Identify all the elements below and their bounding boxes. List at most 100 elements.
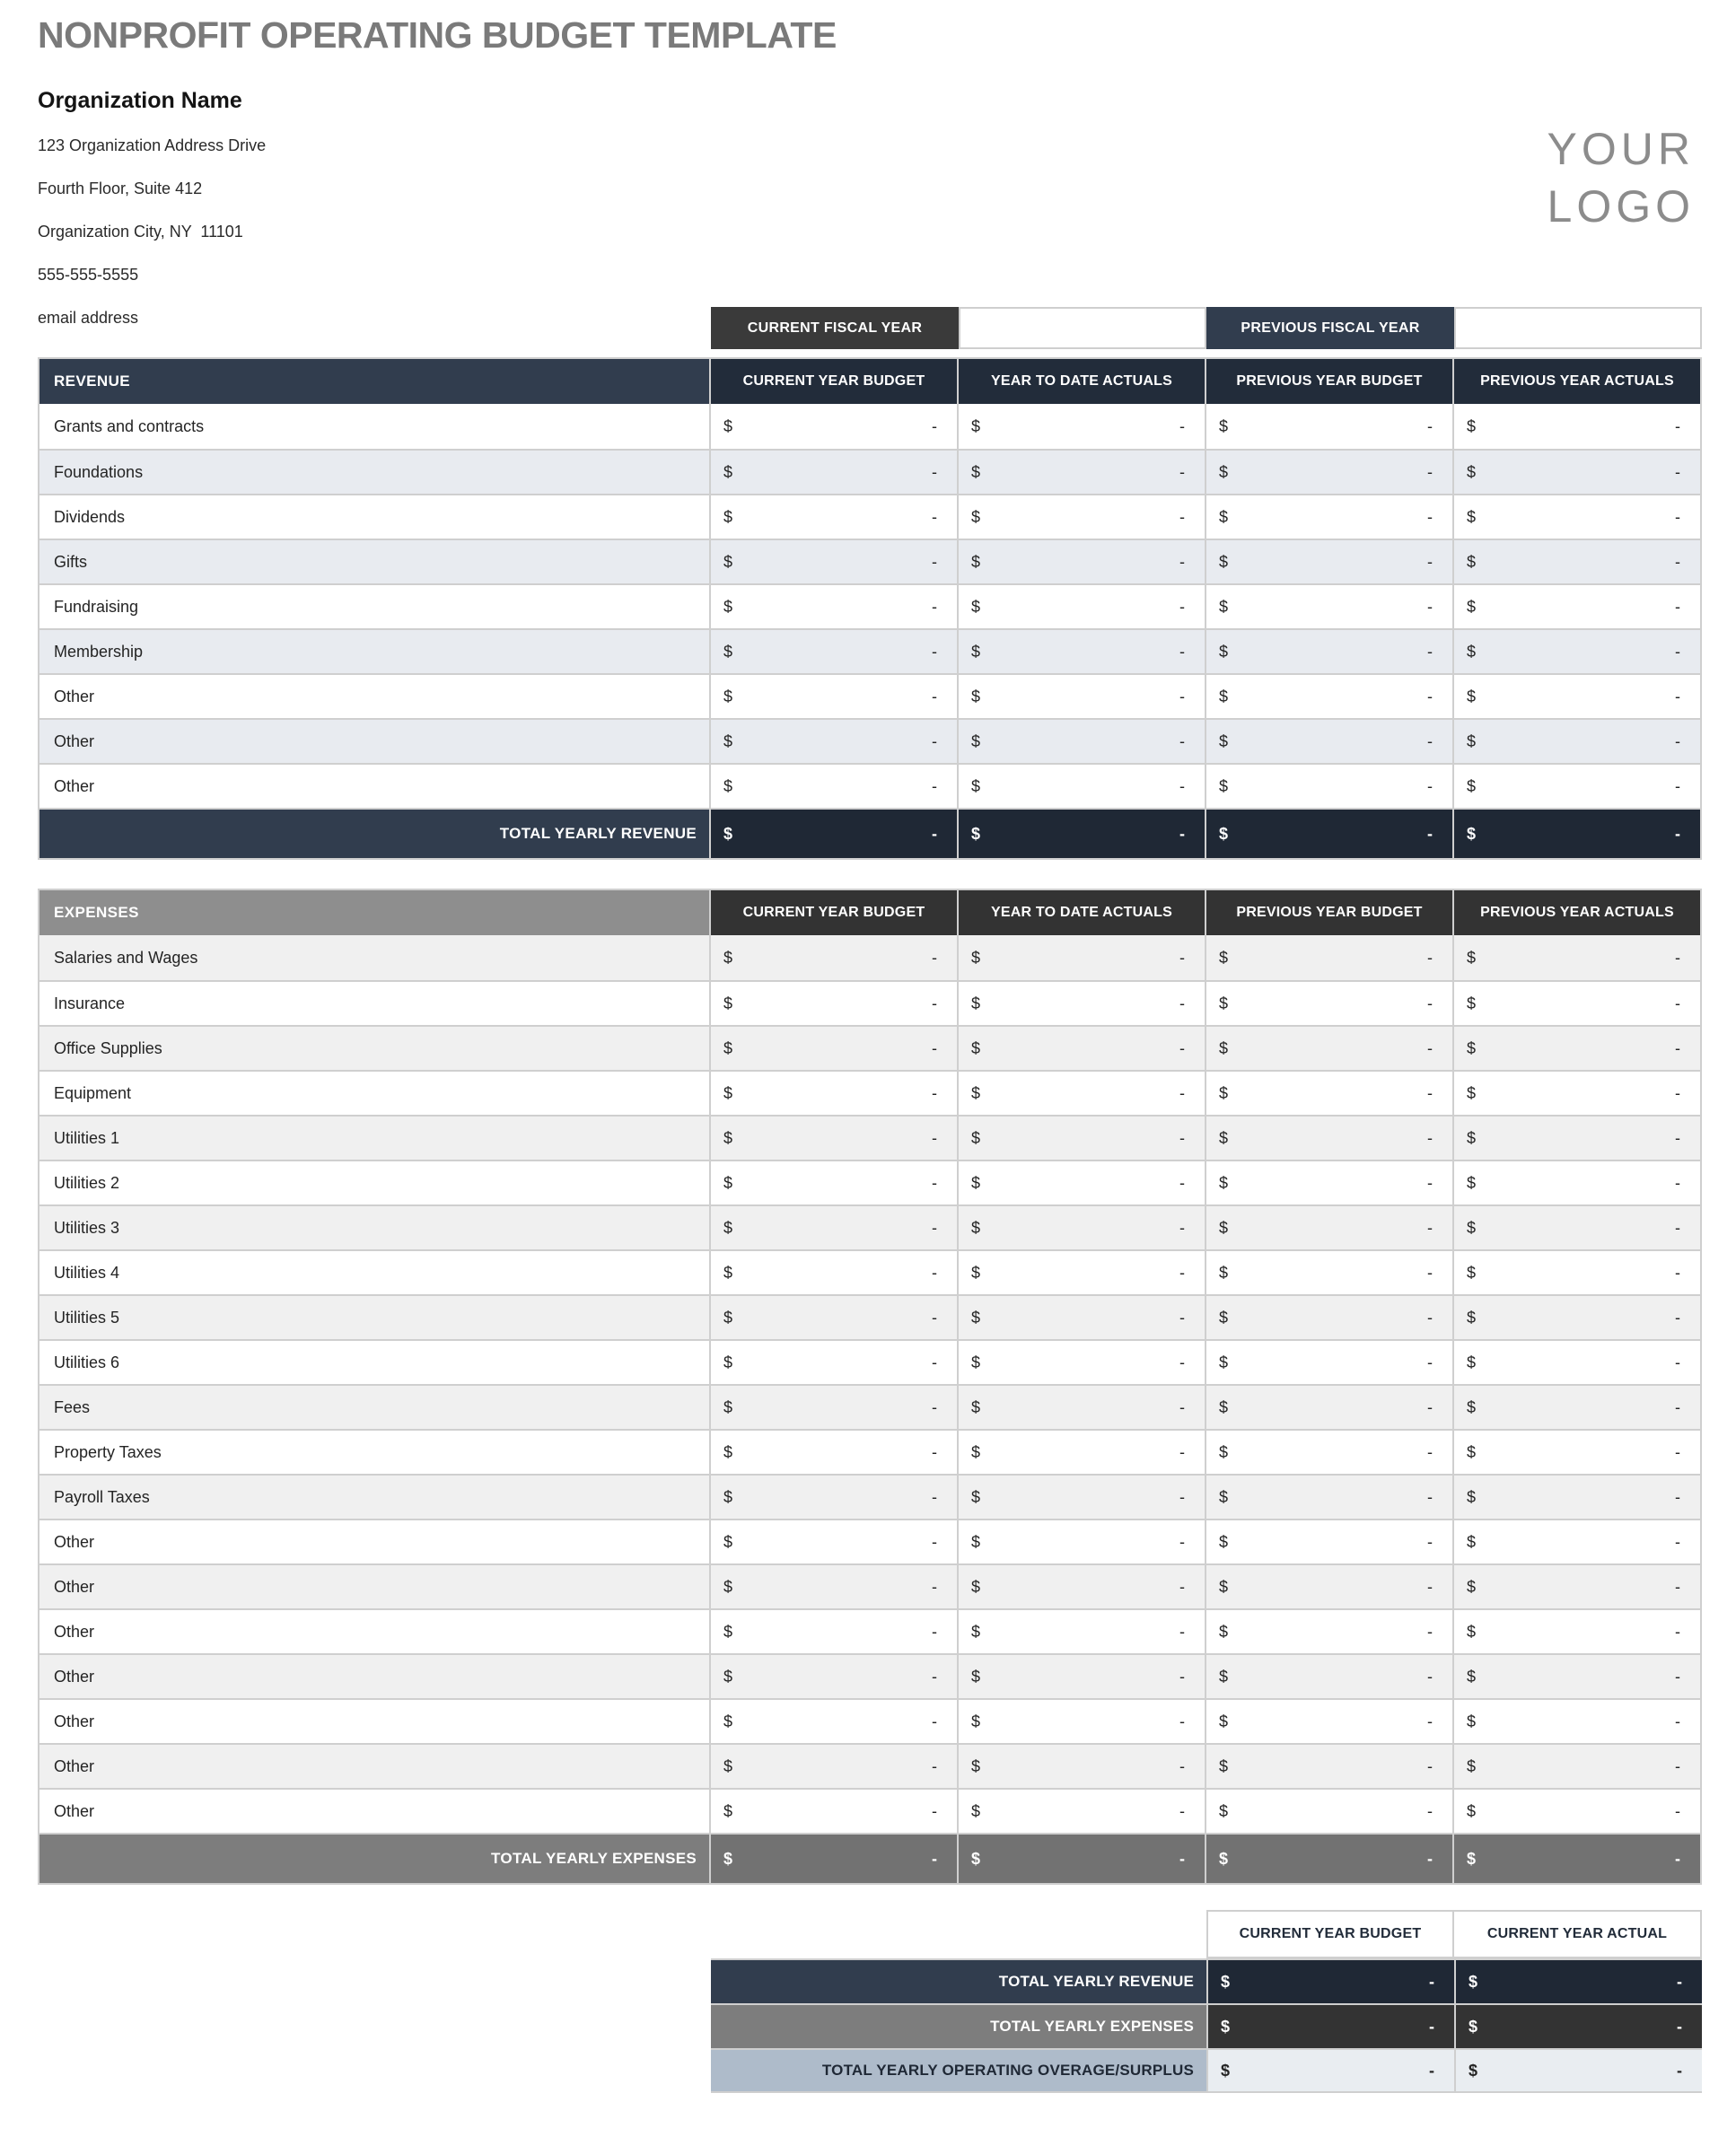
amount-cell[interactable]: $ - (1452, 1206, 1700, 1249)
row-label[interactable]: Insurance (54, 994, 126, 1012)
amount-cell[interactable]: $ - (1452, 675, 1700, 718)
amount-cell[interactable]: $ - (1205, 1520, 1452, 1563)
amount-cell[interactable]: $ - (709, 495, 957, 539)
amount-cell[interactable]: $ - (1452, 1745, 1700, 1788)
amount-cell[interactable]: $ - (1452, 1251, 1700, 1294)
amount-cell[interactable]: $ - (1452, 1161, 1700, 1204)
amount-cell[interactable]: $ - (1205, 1117, 1452, 1160)
amount-cell[interactable]: $ - (709, 1027, 957, 1070)
amount-cell[interactable]: $ - (709, 1296, 957, 1339)
amount-cell[interactable]: $ - (1205, 935, 1452, 980)
amount-cell[interactable]: $ - (709, 1386, 957, 1429)
amount-cell[interactable]: $ - (957, 1296, 1205, 1339)
amount-cell[interactable]: $ - (709, 1431, 957, 1474)
row-label[interactable]: Other (54, 731, 95, 750)
amount-cell[interactable]: $ - (1452, 1386, 1700, 1429)
row-label[interactable]: Other (54, 1801, 95, 1820)
amount-cell[interactable]: $ - (957, 1520, 1205, 1563)
amount-cell[interactable]: $ - (1205, 404, 1452, 449)
amount-cell[interactable]: $ - (709, 1161, 957, 1204)
amount-cell[interactable]: $ - (1205, 585, 1452, 628)
amount-cell[interactable]: $ - (1205, 540, 1452, 583)
row-label[interactable]: Fundraising (54, 597, 139, 616)
amount-cell[interactable]: $ - (709, 1072, 957, 1115)
amount-cell[interactable]: $ - (1452, 1610, 1700, 1653)
current-fiscal-year-input[interactable] (959, 307, 1206, 349)
amount-cell[interactable]: $ - (709, 765, 957, 808)
amount-cell[interactable]: $ - (957, 1251, 1205, 1294)
amount-cell[interactable]: $ - (1452, 1565, 1700, 1608)
amount-cell[interactable]: $ - (709, 1655, 957, 1698)
amount-cell[interactable]: $ - (957, 1027, 1205, 1070)
amount-cell[interactable]: $ - (1205, 675, 1452, 718)
amount-cell[interactable]: $ - (957, 1476, 1205, 1519)
amount-cell[interactable]: $ - (709, 675, 957, 718)
amount-cell[interactable]: $ - (1452, 1700, 1700, 1743)
amount-cell[interactable]: $ - (957, 451, 1205, 494)
amount-cell[interactable]: $ - (957, 1161, 1205, 1204)
amount-cell[interactable]: $ - (709, 540, 957, 583)
row-label[interactable]: Fees (54, 1397, 91, 1416)
amount-cell[interactable]: $ - (1205, 495, 1452, 539)
amount-cell[interactable]: $ - (709, 1565, 957, 1608)
row-label[interactable]: Membership (54, 642, 144, 661)
amount-cell[interactable]: $ - (1452, 1027, 1700, 1070)
amount-cell[interactable]: $ - (1452, 404, 1700, 449)
amount-cell[interactable]: $ - (709, 1206, 957, 1249)
amount-cell[interactable]: $ - (1205, 1476, 1452, 1519)
amount-cell[interactable]: $ - (957, 1565, 1205, 1608)
amount-cell[interactable]: $ - (1452, 1476, 1700, 1519)
amount-cell[interactable]: $ - (1205, 1251, 1452, 1294)
row-label[interactable]: Utilities 4 (54, 1263, 120, 1282)
amount-cell[interactable]: $ - (1205, 982, 1452, 1025)
amount-cell[interactable]: $ - (1452, 585, 1700, 628)
amount-cell[interactable]: $ - (957, 404, 1205, 449)
amount-cell[interactable]: $ - (1205, 720, 1452, 763)
row-label[interactable]: Other (54, 1712, 95, 1730)
amount-cell[interactable]: $ - (957, 1206, 1205, 1249)
amount-cell[interactable]: $ - (957, 495, 1205, 539)
amount-cell[interactable]: $ - (1205, 1296, 1452, 1339)
amount-cell[interactable]: $ - (957, 1610, 1205, 1653)
row-label[interactable]: Dividends (54, 507, 126, 526)
row-label[interactable]: Foundations (54, 462, 144, 481)
amount-cell[interactable]: $ - (1205, 1027, 1452, 1070)
amount-cell[interactable]: $ - (709, 1610, 957, 1653)
amount-cell[interactable]: $ - (957, 1117, 1205, 1160)
amount-cell[interactable]: $ - (709, 1790, 957, 1833)
amount-cell[interactable]: $ - (1452, 451, 1700, 494)
amount-cell[interactable]: $ - (1452, 1117, 1700, 1160)
amount-cell[interactable]: $ - (957, 1072, 1205, 1115)
amount-cell[interactable]: $ - (957, 982, 1205, 1025)
amount-cell[interactable]: $ - (957, 630, 1205, 673)
amount-cell[interactable]: $ - (709, 935, 957, 980)
row-label[interactable]: Utilities 3 (54, 1218, 120, 1237)
amount-cell[interactable]: $ - (957, 935, 1205, 980)
amount-cell[interactable]: $ - (709, 451, 957, 494)
amount-cell[interactable]: $ - (957, 1745, 1205, 1788)
row-label[interactable]: Other (54, 687, 95, 705)
amount-cell[interactable]: $ - (1205, 451, 1452, 494)
amount-cell[interactable]: $ - (1452, 540, 1700, 583)
amount-cell[interactable]: $ - (1205, 1072, 1452, 1115)
amount-cell[interactable]: $ - (1205, 1745, 1452, 1788)
row-label[interactable]: Gifts (54, 552, 88, 571)
amount-cell[interactable]: $ - (1452, 1431, 1700, 1474)
amount-cell[interactable]: $ - (709, 1117, 957, 1160)
row-label[interactable]: Other (54, 776, 95, 795)
amount-cell[interactable]: $ - (1205, 1655, 1452, 1698)
amount-cell[interactable]: $ - (1205, 1565, 1452, 1608)
row-label[interactable]: Utilities 6 (54, 1353, 120, 1371)
amount-cell[interactable]: $ - (1452, 1790, 1700, 1833)
amount-cell[interactable]: $ - (1452, 1655, 1700, 1698)
amount-cell[interactable]: $ - (1205, 1700, 1452, 1743)
amount-cell[interactable]: $ - (709, 1745, 957, 1788)
amount-cell[interactable]: $ - (957, 585, 1205, 628)
amount-cell[interactable]: $ - (709, 1341, 957, 1384)
amount-cell[interactable]: $ - (709, 1251, 957, 1294)
amount-cell[interactable]: $ - (1205, 630, 1452, 673)
amount-cell[interactable]: $ - (709, 404, 957, 449)
amount-cell[interactable]: $ - (709, 1520, 957, 1563)
amount-cell[interactable]: $ - (1205, 1206, 1452, 1249)
previous-fiscal-year-input[interactable] (1454, 307, 1702, 349)
